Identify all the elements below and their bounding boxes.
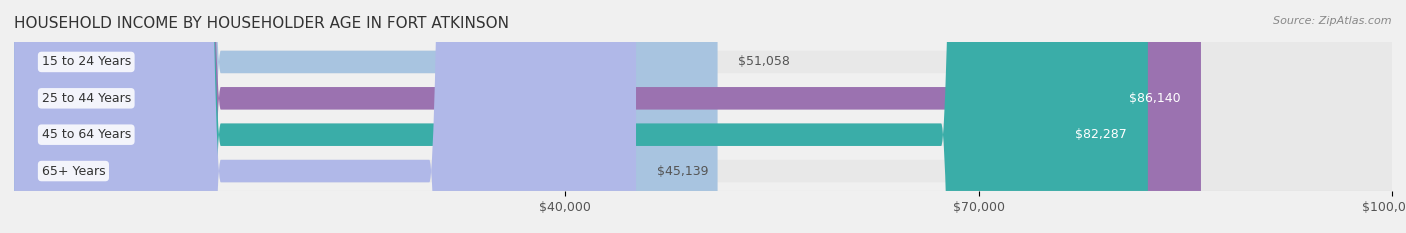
FancyBboxPatch shape [14,0,1392,233]
Text: 65+ Years: 65+ Years [42,164,105,178]
Text: HOUSEHOLD INCOME BY HOUSEHOLDER AGE IN FORT ATKINSON: HOUSEHOLD INCOME BY HOUSEHOLDER AGE IN F… [14,16,509,31]
Text: $45,139: $45,139 [657,164,709,178]
Text: 45 to 64 Years: 45 to 64 Years [42,128,131,141]
Text: 15 to 24 Years: 15 to 24 Years [42,55,131,69]
Text: Source: ZipAtlas.com: Source: ZipAtlas.com [1274,16,1392,26]
FancyBboxPatch shape [14,0,1392,233]
Text: $82,287: $82,287 [1076,128,1128,141]
Text: $86,140: $86,140 [1129,92,1180,105]
FancyBboxPatch shape [14,0,1392,233]
FancyBboxPatch shape [14,0,1147,233]
FancyBboxPatch shape [14,0,717,233]
Text: 25 to 44 Years: 25 to 44 Years [42,92,131,105]
FancyBboxPatch shape [14,0,636,233]
Text: $51,058: $51,058 [738,55,790,69]
FancyBboxPatch shape [14,0,1201,233]
FancyBboxPatch shape [14,0,1392,233]
